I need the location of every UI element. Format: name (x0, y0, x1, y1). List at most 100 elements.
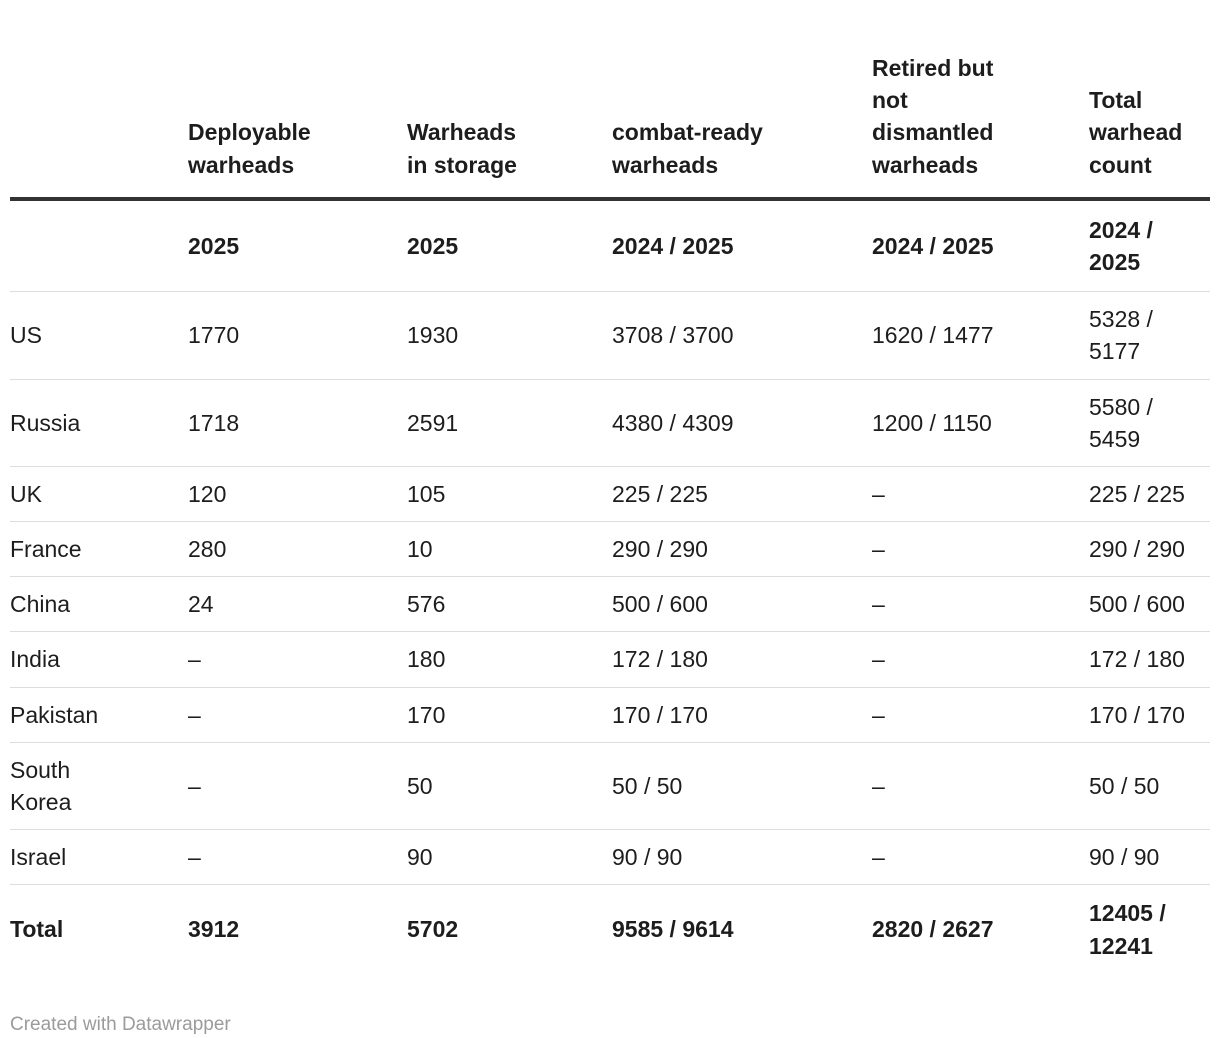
table-cell: 120 (188, 466, 407, 523)
table-row-uk: UK 120 105 225 / 225 – 225 / 225 (10, 466, 1210, 523)
row-label: Russia (10, 379, 188, 467)
table-cell: 170 / 170 (612, 687, 872, 743)
table-cell: 5328 / 5177 (1089, 291, 1210, 380)
col-header-label: Total warhead count (1089, 87, 1183, 178)
row-label-text: China (10, 591, 71, 618)
table-cell: 4380 / 4309 (612, 379, 872, 467)
row-label-text: Pakistan (10, 701, 99, 728)
col-header-label: Deployable warheads (188, 119, 311, 178)
warheads-table: Deployable warheads Warheads in storage … (10, 0, 1210, 974)
table-cell: – (872, 576, 1089, 633)
year-cell: 2024 / 2025 (612, 198, 872, 293)
col-header-combat-ready: combat-ready warheads (612, 0, 872, 201)
table-cell: 50 (407, 742, 612, 831)
table-cell: 290 / 290 (612, 521, 872, 578)
table-row-total: Total 3912 5702 9585 / 9614 2820 / 2627 … (10, 885, 1210, 974)
table-cell: 576 (407, 576, 612, 633)
col-header-label: combat-ready warheads (612, 119, 763, 178)
row-label-text: Russia (10, 409, 81, 436)
table-cell: – (872, 631, 1089, 688)
row-label: UK (10, 466, 188, 523)
table-row-pakistan: Pakistan – 170 170 / 170 – 170 / 170 (10, 687, 1210, 743)
table-row-south-korea: South Korea – 50 50 / 50 – 50 / 50 (10, 742, 1210, 831)
table-cell: 1620 / 1477 (872, 291, 1089, 380)
table-cell: 3708 / 3700 (612, 291, 872, 380)
table-cell: 180 (407, 631, 612, 688)
table-cell: 12405 / 12241 (1089, 900, 1166, 959)
col-header-label: Warheads in storage (407, 119, 517, 178)
table-cell: 2820 / 2627 (872, 916, 994, 943)
row-label-text: US (10, 322, 42, 349)
table-row-india: India – 180 172 / 180 – 172 / 180 (10, 631, 1210, 688)
table-cell: 500 / 600 (612, 576, 872, 633)
table-cell: – (188, 687, 407, 743)
table-cell: 170 / 170 (1089, 687, 1210, 743)
table-cell: 5702 (407, 916, 459, 943)
table-cell: 1930 (407, 291, 612, 380)
table-cell: – (188, 631, 407, 688)
year-header-row: 2025 2025 2024 / 2025 2024 / 2025 2024 /… (10, 198, 1210, 293)
table-row-russia: Russia 1718 2591 4380 / 4309 1200 / 1150… (10, 379, 1210, 467)
table-cell: 290 / 290 (1089, 521, 1210, 578)
table-row-china: China 24 576 500 / 600 – 500 / 600 (10, 576, 1210, 633)
table-cell: – (872, 687, 1089, 743)
row-label: Pakistan (10, 687, 188, 743)
row-label-text: South Korea (10, 756, 72, 815)
table-row-france: France 280 10 290 / 290 – 290 / 290 (10, 521, 1210, 578)
year-cell: 2024 / 2025 (872, 198, 1089, 293)
table-cell: 500 / 600 (1089, 576, 1210, 633)
table-cell: 90 / 90 (612, 829, 872, 886)
table-cell: 2591 (407, 379, 612, 467)
year-cell-country (10, 198, 188, 293)
table-cell: 105 (407, 466, 612, 523)
col-header-retired: Retired but not dismantled warheads (872, 0, 1089, 201)
row-label: China (10, 576, 188, 633)
year-cell: 2024 / 2025 (1089, 198, 1210, 293)
column-header-row: Deployable warheads Warheads in storage … (10, 0, 1210, 201)
table-cell: 280 (188, 521, 407, 578)
table-cell: 1200 / 1150 (872, 379, 1089, 467)
table-cell: – (872, 466, 1089, 523)
col-header-storage: Warheads in storage (407, 0, 612, 201)
row-label: India (10, 631, 188, 688)
table-cell: 90 (407, 829, 612, 886)
col-header-total: Total warhead count (1089, 0, 1210, 201)
table-cell: – (188, 829, 407, 886)
table-cell: – (188, 742, 407, 831)
table-cell: 172 / 180 (612, 631, 872, 688)
table-row-us: US 1770 1930 3708 / 3700 1620 / 1477 532… (10, 291, 1210, 380)
row-label-text: Total (10, 916, 64, 943)
row-label-text: UK (10, 480, 42, 507)
table-cell: 225 / 225 (1089, 466, 1210, 523)
table-row-israel: Israel – 90 90 / 90 – 90 / 90 (10, 829, 1210, 886)
table-cell: – (872, 742, 1089, 831)
table-cell: 9585 / 9614 (612, 916, 734, 943)
row-label-text: India (10, 646, 60, 673)
row-label-text: Israel (10, 844, 67, 871)
table-cell: 170 (407, 687, 612, 743)
table-cell: – (872, 521, 1089, 578)
col-header-deployable: Deployable warheads (188, 0, 407, 201)
row-label-text: France (10, 536, 82, 563)
row-label: US (10, 291, 188, 380)
table-cell: 50 / 50 (612, 742, 872, 831)
row-label: Total (10, 885, 188, 974)
year-cell: 2025 (188, 198, 407, 293)
table-cell: 225 / 225 (612, 466, 872, 523)
table-cell: 1718 (188, 379, 407, 467)
table-cell: 1770 (188, 291, 407, 380)
table-cell: 3912 (188, 916, 240, 943)
table-cell: 90 / 90 (1089, 829, 1210, 886)
year-cell: 2025 (407, 198, 612, 293)
table-cell: 172 / 180 (1089, 631, 1210, 688)
col-header-label: Retired but not dismantled warheads (872, 55, 994, 178)
row-label: France (10, 521, 188, 578)
datawrapper-credit-link[interactable]: Created with Datawrapper (10, 1013, 231, 1035)
table-cell: – (872, 829, 1089, 886)
table-cell: 24 (188, 576, 407, 633)
table-cell: 10 (407, 521, 612, 578)
col-header-country (10, 0, 188, 201)
table-cell: 50 / 50 (1089, 742, 1210, 831)
table-cell: 5580 / 5459 (1089, 379, 1210, 467)
row-label: South Korea (10, 742, 188, 831)
